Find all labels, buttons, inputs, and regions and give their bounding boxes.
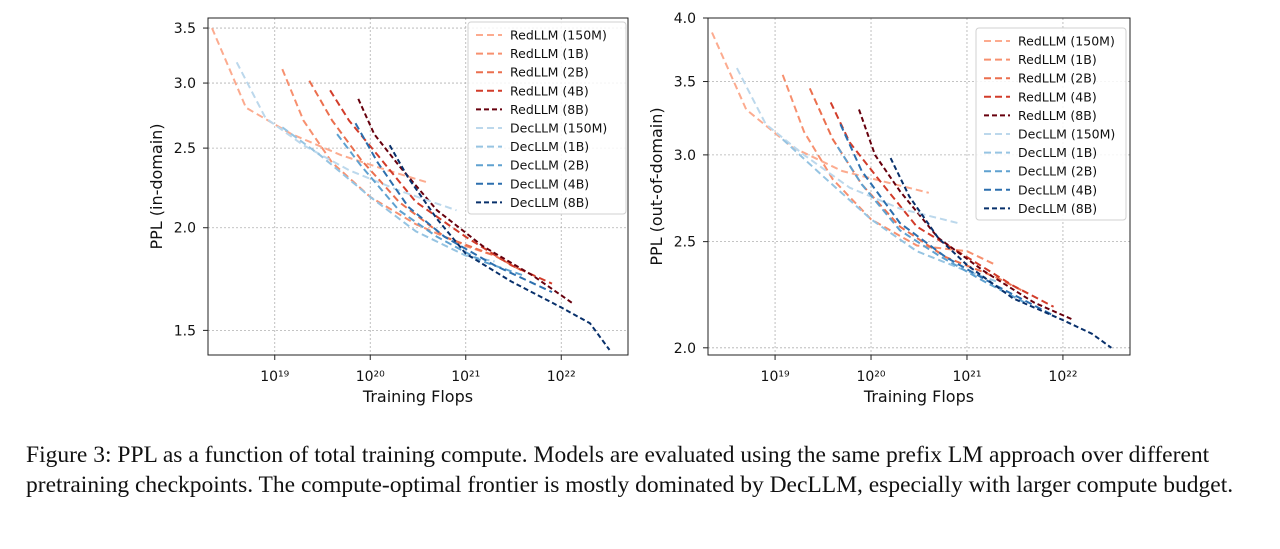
legend-entry: RedLLM (8B) [510,102,589,117]
y-tick-label: 3.0 [174,76,196,92]
legend-entry: DecLLM (8B) [510,195,589,210]
legend-entry: RedLLM (150M) [510,28,607,43]
legend-entry: RedLLM (2B) [510,65,589,80]
x-tick-label: 10²⁰ [356,369,385,385]
legend-entry: RedLLM (150M) [1018,34,1115,49]
legend-entry: DecLLM (150M) [510,121,607,136]
x-axis-label: Training Flops [863,387,974,406]
series-line-redllm-8b [357,98,573,304]
x-tick-label: 10²² [547,369,576,385]
legend-entry: DecLLM (1B) [1018,145,1097,160]
x-tick-label: 10²¹ [451,369,480,385]
legend-entry: DecLLM (4B) [510,176,589,191]
series-line-redllm-4b [329,89,553,285]
series-line-redllm-4b [829,101,1055,308]
legend-entry: RedLLM (4B) [1018,89,1097,104]
legend-box [975,27,1127,221]
legend-entry: RedLLM (8B) [1018,108,1097,123]
series-line-redllm-2b [808,87,1026,293]
legend-entry: DecLLM (2B) [510,158,589,173]
x-tick-label: 10¹⁹ [761,369,790,385]
series-line-decllm-150m [235,61,457,212]
y-tick-label: 1.5 [174,323,196,339]
legend-entry: DecLLM (8B) [1018,201,1097,216]
series-line-decllm-4b [354,122,553,294]
figure-3: 10¹⁹ 10²⁰ 10²¹ 10²² 1.5 2.0 2.5 3.0 3.5 Training … [147,11,1131,406]
y-tick-label: 2.0 [174,221,196,237]
y-tick-label: 2.0 [674,341,696,357]
y-tick-label: 3.0 [674,148,696,164]
series-line-redllm-1b [781,74,997,266]
y-axis-label: PPL (in-domain) [147,123,166,249]
y-axis-label: PPL (out-of-domain) [647,107,666,265]
legend-entry: RedLLM (1B) [510,46,589,61]
plot-frame [707,17,1131,356]
figure-caption: Figure 3: PPL as a function of total tra… [26,442,1234,498]
series-line-decllm-1b [782,138,997,283]
legend-entry: DecLLM (150M) [1018,127,1115,142]
x-tick-label: 10²⁰ [856,369,885,385]
y-tick-label: 2.5 [174,141,196,157]
series-line-decllm-2b [836,146,1026,304]
legend-entry: RedLLM (2B) [1018,71,1097,86]
series-line-decllm-150m [736,67,958,224]
legend: RedLLM (150M) RedLLM (1B) RedLLM (2B) RedLL… [467,21,627,215]
y-tick-label: 3.5 [674,75,696,91]
x-tick-label: 10¹⁹ [260,369,289,385]
plot-frame [207,17,629,356]
series-line-decllm-8b [889,157,1112,349]
legend-entry: DecLLM (2B) [1018,164,1097,179]
y-tick-label: 3.5 [174,21,196,37]
y-tick-label: 4.0 [674,11,696,27]
series-line-decllm-2b [336,133,524,277]
series-line-redllm-150m [211,27,428,184]
series-line-redllm-2b [308,80,524,273]
series-line-redllm-8b [858,109,1075,322]
x-axis-label: Training Flops [362,387,473,406]
legend-entry: DecLLM (4B) [1018,182,1097,197]
legend-entry: DecLLM (1B) [510,139,589,154]
chart-in-domain: 10¹⁹ 10²⁰ 10²¹ 10²² 1.5 2.0 2.5 3.0 3.5 Training … [147,17,629,406]
chart-out-of-domain: 10¹⁹ 10²⁰ 10²¹ 10²² 2.0 2.5 3.0 3.5 4.0 Training … [647,11,1131,406]
series-line-decllm-1b [281,126,495,263]
x-tick-label: 10²¹ [952,369,981,385]
legend: RedLLM (150M) RedLLM (1B) RedLLM (2B) RedLL… [975,27,1127,221]
series-line-decllm-4b [839,123,1055,317]
legend-entry: RedLLM (1B) [1018,52,1097,67]
y-tick-label: 2.5 [674,235,696,251]
x-tick-label: 10²² [1048,369,1077,385]
legend-box [467,21,627,215]
legend-entry: RedLLM (4B) [510,83,589,98]
